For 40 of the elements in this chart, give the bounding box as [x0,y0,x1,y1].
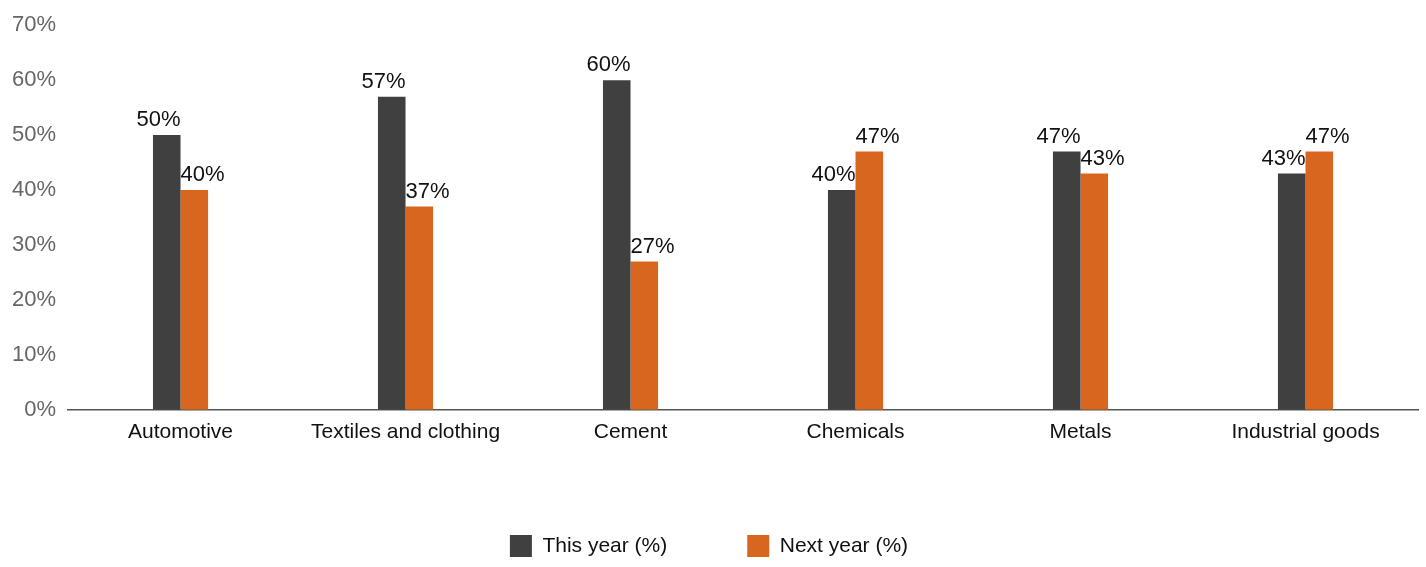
data-label: 57% [361,67,406,93]
data-label: 37% [405,177,450,203]
data-label: 47% [1305,122,1350,148]
y-tick-label: 50% [11,121,57,147]
data-label: 40% [180,161,225,187]
bar [827,190,856,410]
y-tick-label: 70% [11,11,57,37]
bar [152,135,181,410]
data-label: 50% [136,106,181,132]
data-label: 27% [630,232,675,258]
bar [1052,151,1081,410]
bar [602,80,631,410]
x-tick-label: Chemicals [806,419,905,443]
bar [1305,151,1334,410]
data-label: 43% [1261,144,1306,170]
x-tick-label: Cement [593,419,668,443]
y-tick-label: 10% [11,340,57,366]
y-tick-label: 20% [11,285,57,311]
bar [180,190,209,410]
y-tick-label: 0% [24,395,57,421]
x-tick-label: Industrial goods [1231,419,1380,443]
bar [630,261,659,410]
bar [855,151,884,410]
legend-label: This year (%) [542,532,668,556]
bar [405,206,434,410]
x-tick-label: Metals [1049,419,1112,443]
x-tick-label: Textiles and clothing [310,419,501,443]
x-tick-label: Automotive [128,419,234,443]
bar [1277,173,1306,410]
data-label: 47% [855,122,900,148]
data-label: 47% [1036,122,1081,148]
y-tick-label: 40% [11,176,57,202]
y-tick-label: 30% [11,231,57,257]
data-label: 60% [586,51,631,77]
y-tick-label: 60% [11,66,57,92]
legend-label: Next year (%) [779,532,909,556]
bar [1080,173,1109,410]
data-label: 40% [811,161,856,187]
data-label: 43% [1080,144,1125,170]
bar [377,96,406,410]
